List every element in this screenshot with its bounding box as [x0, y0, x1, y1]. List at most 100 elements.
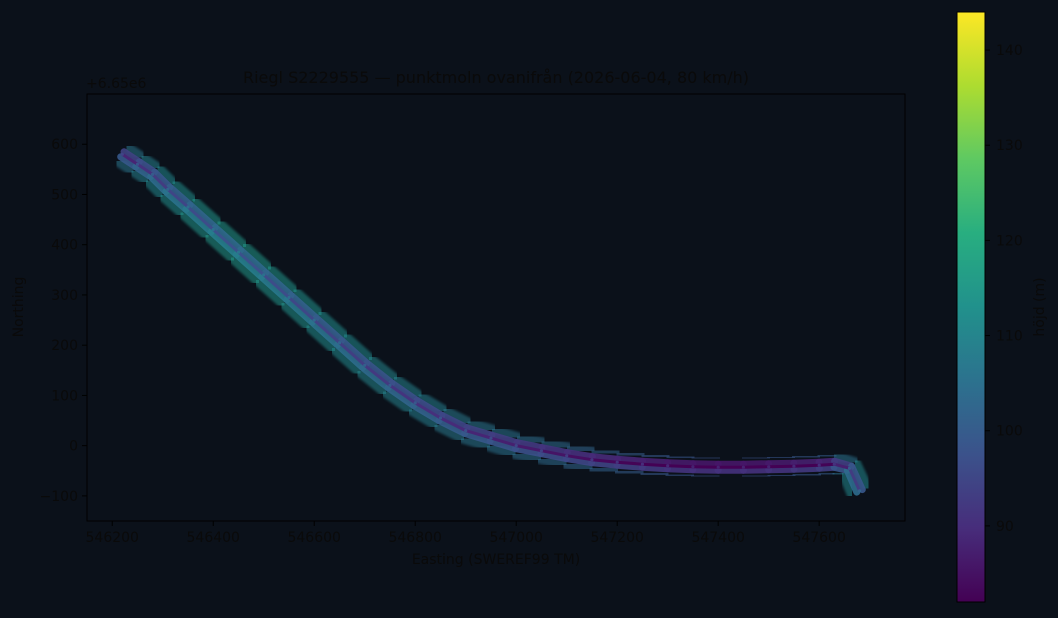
point-cloud-band-segment [488, 431, 521, 447]
point-cloud-band-segment [177, 209, 212, 241]
point-cloud-band-segment [253, 277, 288, 309]
data-point [166, 187, 170, 191]
point-cloud-band-segment [838, 469, 856, 499]
point-cloud-band-segment [513, 439, 546, 452]
data-point [120, 152, 124, 156]
point-cloud-band-segment [258, 273, 291, 304]
point-cloud-band-segment [359, 364, 392, 392]
point-cloud-band-segment [410, 402, 443, 425]
data-point [135, 162, 140, 166]
point-cloud-band-segment [363, 359, 396, 387]
point-cloud-band-segment [614, 455, 647, 465]
data-point [186, 205, 190, 209]
data-point [262, 273, 266, 277]
point-cloud-band-segment [151, 168, 174, 191]
point-cloud-band-segment [588, 453, 621, 463]
data-point [590, 458, 594, 462]
y-tick-label: 600 [51, 137, 78, 153]
point-cloud-band-segment [563, 449, 596, 461]
point-cloud-band-segment [237, 250, 266, 277]
point-cloud-band-segment [588, 459, 621, 469]
point-cloud-band-segment [182, 205, 215, 236]
point-cloud-band-segment [262, 273, 291, 299]
point-cloud-band-segment [562, 455, 596, 467]
point-cloud-band-segment [639, 457, 672, 467]
data-point [388, 383, 392, 387]
point-cloud [112, 142, 873, 499]
colorbar-tick-label: 100 [996, 424, 1023, 440]
x-tick-label: 547400 [691, 530, 744, 546]
point-cloud-band-segment [851, 457, 873, 492]
point-cloud-band-segment [486, 437, 519, 453]
point-cloud-band-segment [848, 462, 866, 494]
y-axis-label: Northing [11, 277, 27, 338]
point-cloud-band-segment [489, 436, 518, 448]
data-point [464, 429, 468, 433]
point-cloud-band-segment [438, 411, 471, 432]
colorbar-tick-label: 140 [996, 43, 1023, 59]
colorbar-label: höjd (m) [1032, 277, 1048, 336]
point-cloud-band-segment [211, 228, 240, 254]
point-cloud-band-segment [283, 296, 316, 326]
data-point [858, 489, 862, 493]
data-point [337, 341, 342, 345]
data-point [615, 460, 619, 464]
y-tick-label: 100 [51, 388, 78, 404]
colorbar-tick-label: 130 [996, 138, 1023, 154]
point-cloud-band-segment [765, 465, 798, 474]
point-cloud-band-segment [640, 462, 670, 468]
point-cloud-band-segment [739, 466, 773, 474]
point-cloud-band-segment [390, 373, 425, 400]
point-cloud-band-segment [413, 396, 446, 419]
y-tick-label: 400 [51, 238, 78, 254]
point-cloud-band-segment [415, 390, 450, 415]
point-cloud-band-segment [388, 379, 421, 404]
x-axis: 546200 546400 546600 546800 547000 547200 5474… [86, 521, 846, 546]
point-cloud-band-segment [147, 173, 170, 196]
data-point [640, 462, 645, 466]
data-point [413, 401, 417, 405]
point-cloud-band-segment [435, 417, 469, 437]
point-cloud-band-segment [832, 462, 851, 470]
data-point [151, 172, 155, 176]
point-cloud-band-segment [538, 444, 571, 457]
colorbar-ticks: 90 100 110 120 130 140 [985, 43, 1023, 535]
point-cloud-band-segment [338, 341, 367, 367]
point-cloud-band-segment [166, 187, 190, 209]
data-point [438, 416, 443, 420]
data-point [832, 462, 836, 466]
point-cloud-band-segment [228, 254, 263, 287]
y-tick-label: −100 [40, 489, 78, 505]
point-cloud-band-segment [366, 353, 400, 383]
x-tick-label: 546400 [187, 530, 240, 546]
data-point [514, 444, 518, 448]
data-point [287, 295, 291, 300]
data-point [211, 228, 215, 232]
point-cloud-band-segment [457, 434, 493, 452]
point-cloud-band-segment [514, 444, 543, 453]
point-cloud-band-segment [765, 459, 798, 468]
point-cloud-band-segment [262, 269, 295, 299]
point-cloud-band-segment [440, 405, 474, 427]
point-cloud-band-segment [664, 465, 697, 474]
data-point [312, 318, 316, 322]
point-cloud-band-segment [308, 318, 341, 349]
x-tick-label: 547600 [792, 530, 845, 546]
point-cloud-band-segment [341, 331, 375, 363]
point-cloud-band-segment [565, 454, 594, 462]
y-tick-label: 500 [51, 187, 78, 203]
y-tick-label: 0 [69, 439, 78, 455]
point-cloud-band-segment [136, 162, 155, 176]
data-point [691, 465, 695, 469]
point-cloud-band-segment [464, 429, 493, 440]
x-tick-label: 546600 [287, 530, 340, 546]
colorbar-tick-label: 110 [996, 329, 1023, 345]
point-cloud-band-segment [287, 291, 320, 322]
x-tick-label: 547000 [489, 530, 542, 546]
data-point [741, 465, 746, 469]
colorbar-tick-label: 120 [996, 233, 1023, 249]
point-cloud-band-segment [539, 449, 569, 458]
point-cloud-band-segment [338, 336, 371, 367]
point-cloud-band-segment [233, 251, 266, 281]
